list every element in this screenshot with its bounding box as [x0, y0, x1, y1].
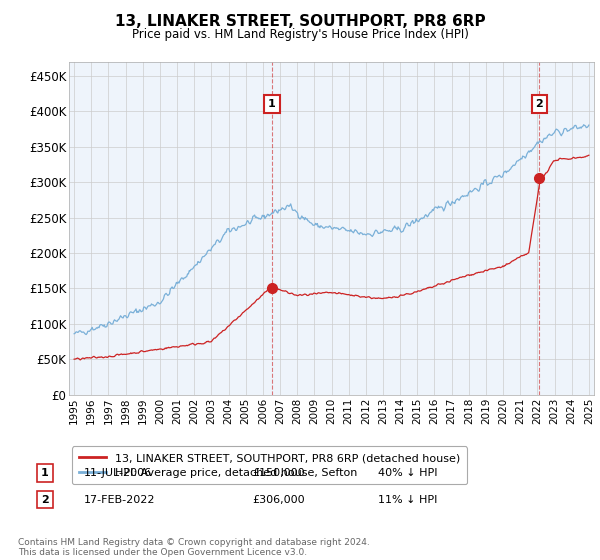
Text: 1: 1 — [268, 99, 276, 109]
Text: 40% ↓ HPI: 40% ↓ HPI — [378, 468, 437, 478]
Text: 2: 2 — [41, 494, 49, 505]
Text: 11-JUL-2006: 11-JUL-2006 — [84, 468, 152, 478]
Text: Contains HM Land Registry data © Crown copyright and database right 2024.
This d: Contains HM Land Registry data © Crown c… — [18, 538, 370, 557]
Text: Price paid vs. HM Land Registry's House Price Index (HPI): Price paid vs. HM Land Registry's House … — [131, 28, 469, 41]
Text: 11% ↓ HPI: 11% ↓ HPI — [378, 494, 437, 505]
Text: 1: 1 — [41, 468, 49, 478]
Text: 13, LINAKER STREET, SOUTHPORT, PR8 6RP: 13, LINAKER STREET, SOUTHPORT, PR8 6RP — [115, 14, 485, 29]
Text: £150,000: £150,000 — [252, 468, 305, 478]
Legend: 13, LINAKER STREET, SOUTHPORT, PR8 6RP (detached house), HPI: Average price, det: 13, LINAKER STREET, SOUTHPORT, PR8 6RP (… — [72, 446, 467, 484]
Text: 17-FEB-2022: 17-FEB-2022 — [84, 494, 155, 505]
Text: £306,000: £306,000 — [252, 494, 305, 505]
Text: 2: 2 — [536, 99, 544, 109]
